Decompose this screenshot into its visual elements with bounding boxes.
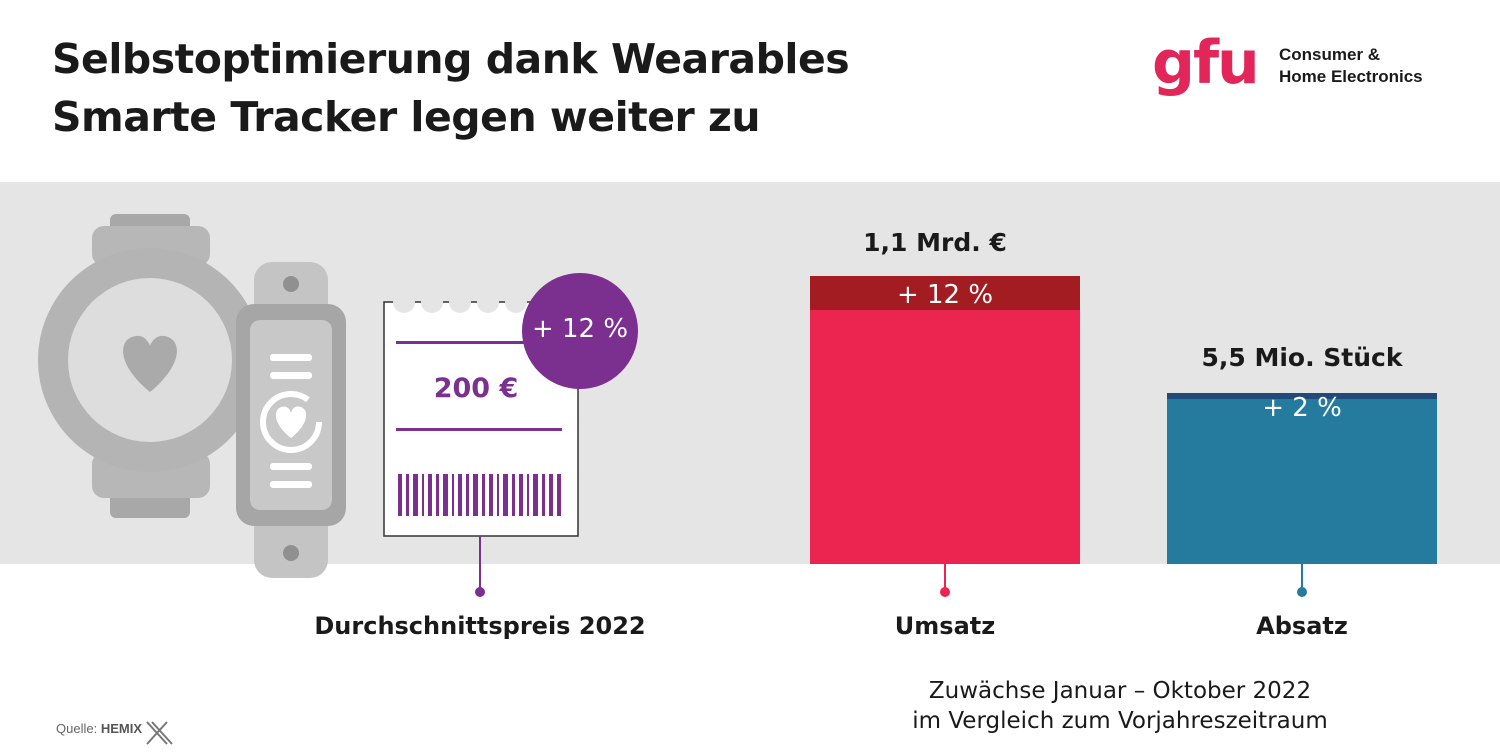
smartwatch-icon xyxy=(38,214,262,518)
logo-mark: gfu xyxy=(1152,28,1260,98)
source-label: Quelle: xyxy=(56,721,98,736)
footnote-line-1: Zuwächse Januar – Oktober 2022 xyxy=(928,678,1312,704)
umsatz-value-label: 1,1 Mrd. € xyxy=(863,228,1007,257)
category-price: Durchschnittspreis 2022 xyxy=(314,612,646,640)
barcode-icon xyxy=(398,474,561,516)
hemix-logo-icon xyxy=(146,721,173,745)
bar-umsatz xyxy=(810,276,1080,564)
category-absatz: Absatz xyxy=(1256,612,1348,640)
logo-line-1: Consumer & xyxy=(1279,45,1381,64)
category-umsatz: Umsatz xyxy=(894,612,996,640)
receipt-icon xyxy=(383,291,579,537)
title-line-2: Smarte Tracker legen weiter zu xyxy=(52,93,761,141)
price-value: 200 € xyxy=(433,373,519,404)
bar-umsatz-growth xyxy=(810,276,1080,310)
price-growth-label: + 12 % xyxy=(531,314,629,344)
footnote: Zuwächse Januar – Oktober 2022 im Vergle… xyxy=(912,676,1327,736)
page-title: Selbstoptimierung dank Wearables Smarte … xyxy=(52,30,850,146)
pointer-umsatz xyxy=(940,564,950,597)
source-credit: Quelle: HEMIX xyxy=(56,721,142,736)
fitness-tracker-icon xyxy=(236,262,346,578)
title-line-1: Selbstoptimierung dank Wearables xyxy=(52,35,850,83)
absatz-growth-label: + 2 % xyxy=(1262,393,1342,423)
pointer-absatz xyxy=(1297,564,1307,597)
bar-absatz xyxy=(1167,393,1437,564)
bar-absatz-growth xyxy=(1167,393,1437,399)
logo-line-2: Home Electronics xyxy=(1279,67,1423,86)
logo-text: Consumer & Home Electronics xyxy=(1279,44,1423,88)
pointer-price xyxy=(475,536,485,597)
gfu-logo: gfu Consumer & Home Electronics xyxy=(1152,28,1452,106)
umsatz-growth-label: + 12 % xyxy=(896,280,994,310)
price-growth-badge xyxy=(522,273,638,389)
source-name: HEMIX xyxy=(100,721,142,736)
footnote-line-2: im Vergleich zum Vorjahreszeitraum xyxy=(912,708,1328,734)
absatz-value-label: 5,5 Mio. Stück xyxy=(1201,343,1403,372)
